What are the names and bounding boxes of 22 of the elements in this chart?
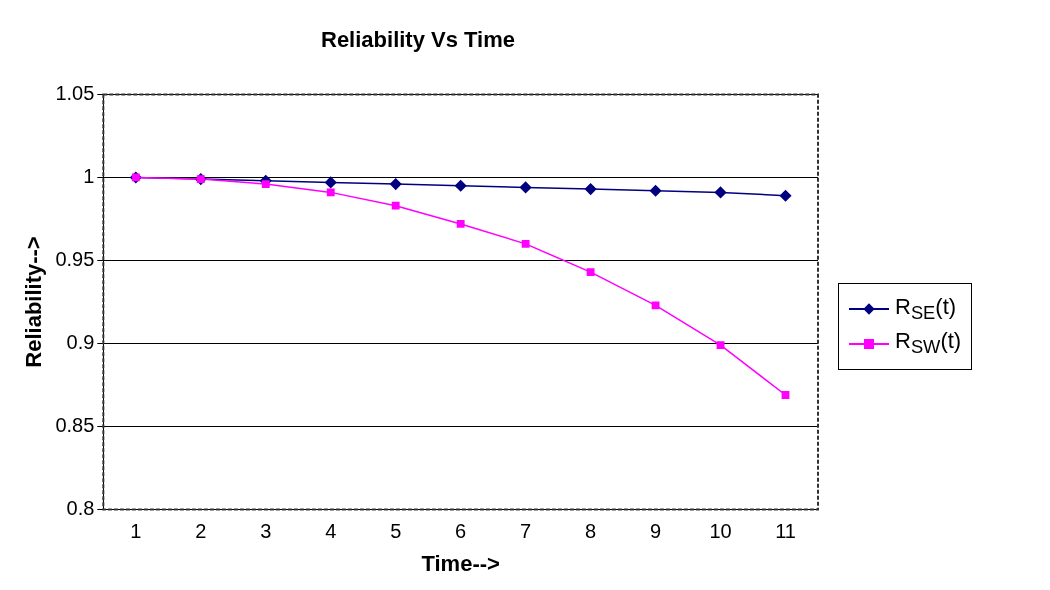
x-tick-label: 5: [390, 520, 402, 543]
y-axis-title: Reliability-->: [21, 236, 47, 368]
x-tick-label: 6: [455, 520, 467, 543]
y-tick-label: 0.95: [55, 248, 95, 270]
x-tick-label: 1: [130, 520, 142, 543]
legend-label: R$_{SE}$(t): [895, 294, 957, 325]
y-tick-label: 0.9: [66, 331, 95, 354]
x-tick-label: 3: [260, 520, 272, 543]
y-tick-label: 0.8: [66, 497, 95, 520]
x-tick-label: 11: [775, 520, 796, 543]
x-tick-label: 7: [520, 520, 532, 543]
x-tick-label: 8: [585, 520, 597, 543]
x-tick-label: 4: [325, 520, 337, 543]
x-axis-title: Time-->: [421, 550, 500, 576]
chart-title: Reliability Vs Time: [320, 27, 516, 53]
y-tick-label: 1.05: [55, 81, 95, 104]
y-tick-label: 0.85: [55, 414, 95, 437]
x-tick-label: 9: [650, 520, 662, 543]
y-tick-label: 1: [83, 164, 95, 187]
legend-label: R$_{SW}$(t): [895, 328, 962, 359]
x-tick-label: 10: [709, 520, 732, 543]
x-tick-label: 2: [195, 520, 207, 543]
